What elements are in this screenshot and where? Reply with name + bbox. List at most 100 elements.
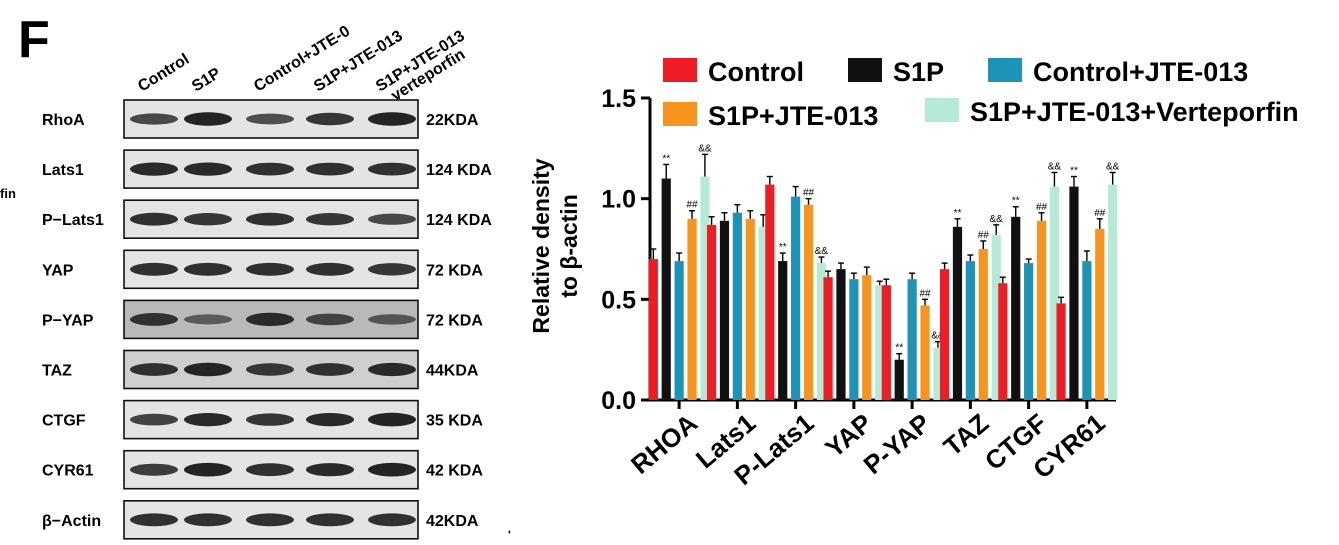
bar bbox=[778, 261, 788, 400]
y-tick-label: 1.5 bbox=[601, 85, 636, 113]
bar bbox=[1069, 186, 1079, 400]
bar bbox=[1056, 303, 1066, 400]
blot-band bbox=[246, 513, 294, 527]
significance-mark: ## bbox=[1036, 202, 1048, 213]
blot-band bbox=[130, 262, 178, 276]
y-tick-label: 1.0 bbox=[601, 186, 636, 214]
legend-label: S1P bbox=[893, 57, 944, 87]
bar bbox=[991, 234, 1001, 400]
significance-mark: ## bbox=[1094, 208, 1106, 219]
bar bbox=[1049, 186, 1060, 400]
blot-band bbox=[306, 363, 354, 376]
significance-mark: ** bbox=[1070, 166, 1078, 177]
blot-band bbox=[368, 362, 416, 377]
bar bbox=[1095, 228, 1105, 400]
cropped-label-fragment: fin bbox=[0, 186, 16, 201]
blot-band bbox=[368, 412, 416, 427]
bar bbox=[1011, 216, 1021, 400]
protein-label: CYR61 bbox=[42, 463, 94, 480]
significance-mark: ## bbox=[919, 288, 931, 299]
significance-mark: ** bbox=[1012, 196, 1020, 207]
bar bbox=[978, 249, 988, 400]
blot-band bbox=[184, 213, 232, 226]
bar bbox=[687, 218, 697, 400]
significance-mark: && bbox=[1106, 161, 1120, 172]
bar bbox=[791, 196, 801, 400]
significance-mark: ## bbox=[803, 188, 815, 199]
bar bbox=[952, 226, 963, 400]
stray-mark: ' bbox=[508, 528, 511, 542]
bar bbox=[998, 283, 1008, 400]
protein-label: CTGF bbox=[42, 413, 86, 430]
molecular-weight-label: 124 KDA bbox=[426, 162, 492, 179]
blot-band bbox=[184, 112, 232, 126]
blot-band bbox=[130, 313, 178, 326]
protein-label: YAP bbox=[42, 262, 74, 279]
bar bbox=[648, 259, 658, 400]
molecular-weight-label: 72 KDA bbox=[426, 312, 483, 329]
legend-label: Control+JTE-013 bbox=[1033, 57, 1248, 87]
molecular-weight-label: 42 KDA bbox=[426, 463, 483, 480]
bar bbox=[939, 269, 950, 400]
blot-band bbox=[184, 462, 232, 477]
blot-band bbox=[184, 314, 232, 325]
blot-band bbox=[306, 513, 354, 527]
bar bbox=[1036, 220, 1047, 400]
blot-band bbox=[184, 413, 232, 427]
significance-mark: ** bbox=[662, 153, 670, 164]
blot-band bbox=[306, 262, 354, 276]
bar bbox=[706, 224, 717, 400]
blot-band bbox=[368, 314, 416, 325]
molecular-weight-label: 72 KDA bbox=[426, 262, 483, 279]
molecular-weight-label: 42KDA bbox=[426, 513, 479, 530]
bar bbox=[1082, 261, 1092, 400]
legend-label: Control bbox=[708, 57, 804, 87]
significance-mark: && bbox=[698, 143, 712, 154]
legend-swatch bbox=[663, 58, 697, 82]
significance-mark: ** bbox=[779, 242, 787, 253]
y-axis-label: Relative densityto β-actin bbox=[528, 158, 582, 333]
blot-band bbox=[130, 363, 178, 376]
blot-band bbox=[306, 112, 354, 126]
blot-band bbox=[368, 513, 416, 527]
legend-swatch bbox=[925, 98, 959, 122]
panel-label: F bbox=[18, 11, 50, 69]
blot-band bbox=[246, 113, 294, 125]
y-tick-label: 0.5 bbox=[601, 286, 636, 314]
blot-band bbox=[368, 162, 416, 176]
x-tick-label: RHOA bbox=[625, 407, 703, 479]
protein-label: TAZ bbox=[42, 363, 72, 380]
bar bbox=[862, 275, 872, 400]
bar bbox=[836, 269, 846, 400]
blot-band bbox=[130, 113, 178, 125]
blot-band bbox=[130, 463, 178, 476]
protein-label: RhoA bbox=[42, 112, 85, 129]
molecular-weight-label: 22KDA bbox=[426, 112, 479, 129]
significance-mark: && bbox=[1048, 161, 1062, 172]
bar bbox=[758, 226, 768, 400]
legend-swatch bbox=[663, 102, 697, 126]
blot-band bbox=[184, 162, 232, 176]
blot-band bbox=[246, 463, 294, 477]
bar bbox=[823, 277, 833, 400]
legend-label: S1P+JTE-013 bbox=[708, 101, 878, 131]
blot-band bbox=[130, 413, 178, 426]
bar bbox=[1108, 184, 1118, 400]
bar bbox=[803, 204, 814, 400]
blot-band bbox=[306, 162, 354, 176]
x-tick-label: P-YAP bbox=[858, 408, 936, 481]
bar bbox=[1024, 263, 1034, 400]
blot-band bbox=[130, 162, 178, 176]
bar bbox=[965, 261, 975, 400]
protein-label: P−Lats1 bbox=[42, 212, 104, 229]
blot-band bbox=[368, 112, 416, 126]
protein-label: Lats1 bbox=[42, 162, 84, 179]
bar bbox=[875, 285, 885, 400]
blot-band bbox=[246, 212, 294, 226]
blot-band bbox=[246, 363, 294, 376]
bar bbox=[920, 305, 930, 400]
significance-mark: && bbox=[990, 214, 1004, 225]
y-tick-label: 0.0 bbox=[601, 387, 636, 415]
blot-band bbox=[246, 262, 294, 276]
